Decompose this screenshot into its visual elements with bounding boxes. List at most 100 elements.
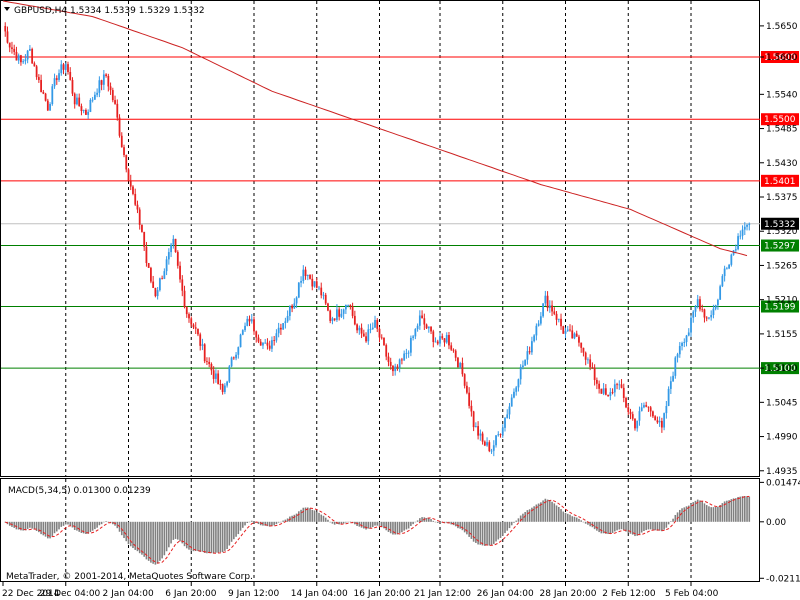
macd-bar [562, 511, 565, 522]
bull-candle [223, 385, 226, 393]
bear-candle [232, 357, 235, 359]
macd-bar [721, 503, 724, 522]
bull-candle [517, 379, 520, 388]
macd-bar [387, 521, 390, 532]
bull-candle [403, 353, 406, 361]
macd-bar [73, 521, 76, 530]
bear-candle [551, 305, 553, 312]
macd-bar [129, 521, 132, 547]
macd-bar [374, 521, 376, 526]
bear-candle [660, 420, 663, 428]
macd-bar [468, 521, 470, 537]
moving-average-series [2, 0, 748, 257]
macd-bar [141, 521, 143, 555]
macd-bar [40, 521, 42, 535]
macd-bar [542, 500, 544, 522]
macd-bar [64, 521, 67, 525]
macd-bar [696, 499, 699, 522]
bull-candle [17, 55, 20, 61]
bull-candle [712, 308, 715, 315]
bear-candle [392, 365, 394, 372]
macd-bar [663, 521, 665, 530]
bear-candle [304, 269, 307, 277]
macd-bar [396, 521, 399, 535]
macd-bar [638, 521, 641, 535]
macd-bar [551, 501, 553, 522]
macd-bar [197, 521, 199, 552]
bull-candle [515, 387, 518, 392]
macd-bar [620, 521, 623, 530]
macd-bar [324, 517, 327, 522]
macd-bar [154, 521, 157, 565]
macd-bar [300, 509, 302, 522]
macd-bar [282, 520, 284, 522]
macd-bar [331, 521, 334, 524]
macd-bar [643, 521, 645, 532]
macd-bar [318, 512, 320, 522]
macd-bar [327, 519, 329, 522]
bear-candle [44, 93, 47, 101]
macd-bar [540, 502, 542, 522]
macd-tick-label: 0.00 [766, 518, 786, 528]
bear-candle [591, 367, 594, 368]
bear-candle [279, 327, 282, 330]
macd-bar [589, 521, 591, 527]
macd-bar [553, 503, 556, 522]
bull-candle [358, 327, 361, 331]
bull-candle [246, 318, 249, 326]
bear-candle [461, 362, 464, 375]
macd-bar [87, 521, 89, 534]
macd-bar [363, 521, 365, 529]
macd-bar [654, 521, 656, 531]
macd-bar [432, 520, 435, 522]
bull-candle [293, 303, 296, 309]
level-tag-1.5199 [761, 300, 799, 313]
macd-bar [609, 521, 612, 534]
macd-series [4, 495, 751, 565]
macd-bar [661, 521, 663, 532]
bull-candle [728, 264, 731, 269]
bull-candle [497, 434, 500, 436]
bear-candle [362, 333, 365, 337]
bull-candle [60, 64, 63, 74]
macd-bar [85, 521, 87, 535]
macd-bar [486, 521, 488, 546]
bear-candle [571, 330, 574, 339]
bull-candle [369, 328, 372, 330]
bear-candle [575, 333, 578, 337]
macd-bar [674, 514, 677, 522]
macd-bar [398, 521, 401, 534]
macd-bar [246, 521, 249, 523]
bull-candle [474, 426, 477, 428]
macd-bar [315, 511, 318, 522]
macd-bar [652, 521, 654, 530]
bear-candle [329, 310, 332, 321]
bull-candle [342, 309, 345, 314]
macd-bar [235, 521, 237, 537]
macd-bar [475, 521, 477, 543]
bear-candle [150, 267, 152, 282]
bull-candle [371, 327, 374, 329]
bear-candle [212, 370, 215, 379]
macd-bar [602, 521, 605, 534]
bear-candle [580, 342, 583, 348]
bull-candle [22, 61, 25, 63]
bull-candle [250, 319, 253, 322]
bull-candle [91, 99, 94, 101]
macd-bar [414, 521, 417, 523]
macd-bar [380, 521, 383, 528]
bull-candle [235, 354, 237, 359]
bull-candle [690, 317, 692, 333]
macd-bar [177, 521, 179, 540]
time-label: 16 Jan 20:00 [354, 589, 411, 599]
bear-candle [315, 281, 318, 288]
macd-bar [450, 521, 453, 525]
macd-bar [461, 521, 464, 531]
bear-candle [37, 77, 40, 80]
macd-bar [241, 521, 244, 528]
macd-bar [714, 507, 717, 522]
bull-candle [215, 373, 217, 379]
dropdown-arrow-icon[interactable] [4, 7, 10, 11]
candlestick-series [4, 22, 751, 457]
